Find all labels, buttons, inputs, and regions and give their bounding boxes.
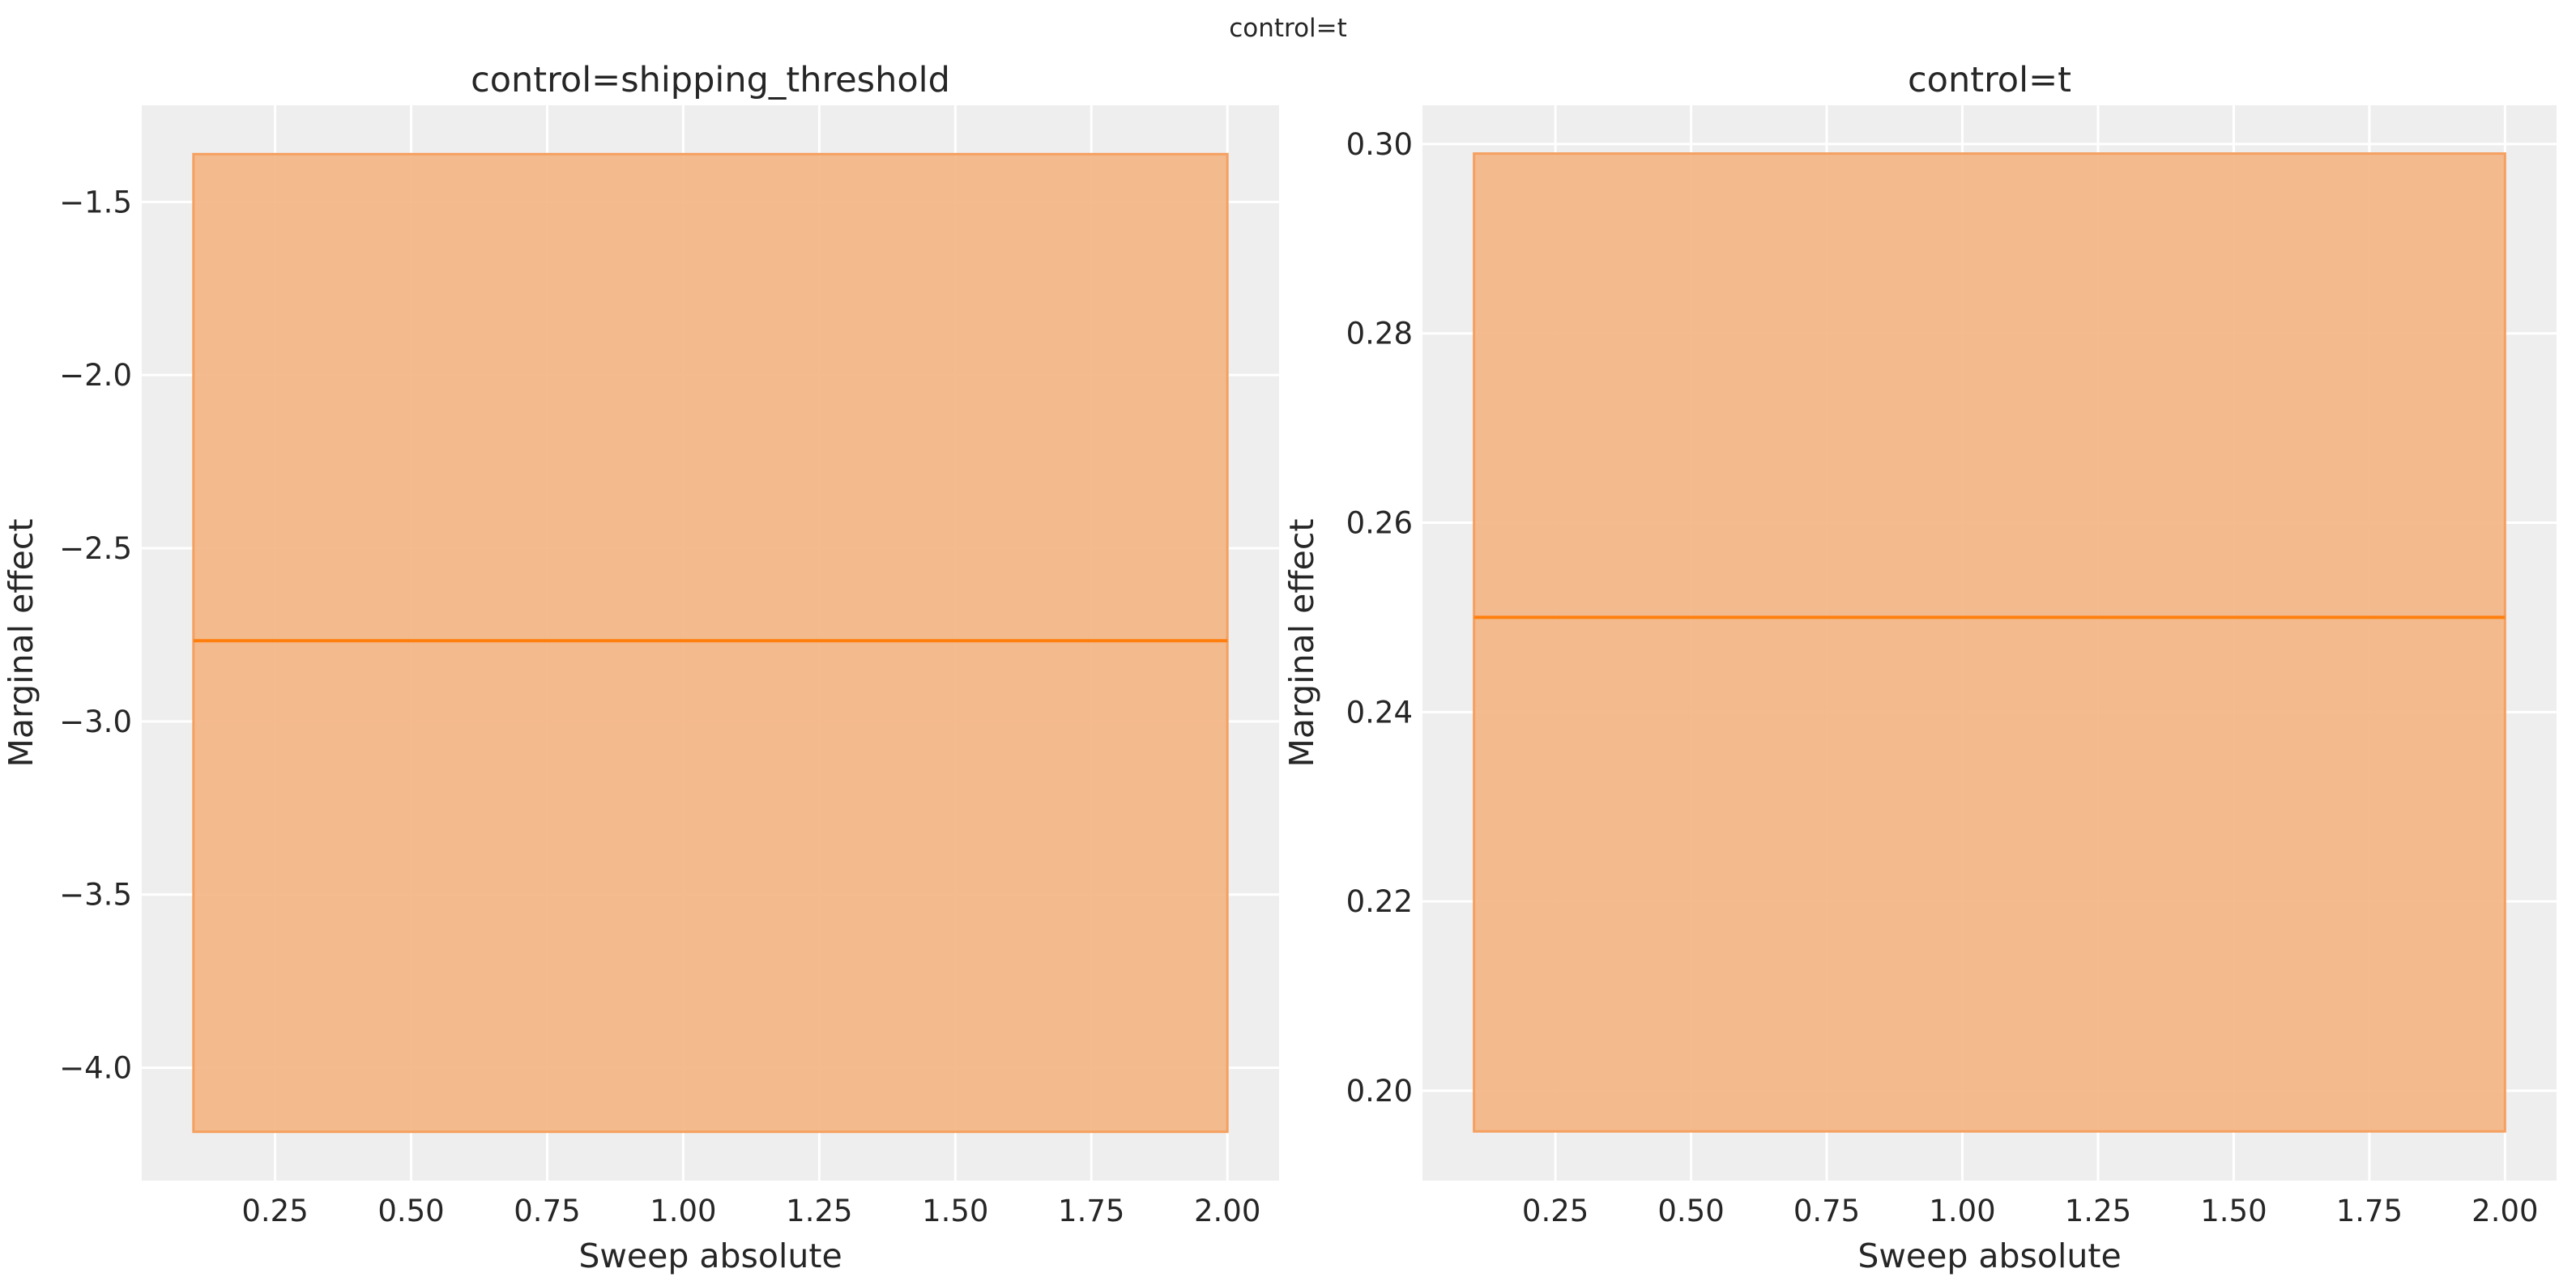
- x-tick-label: 1.00: [1929, 1194, 1995, 1228]
- x-tick-label: 1.50: [922, 1194, 988, 1228]
- x-tick-label: 0.25: [241, 1194, 308, 1228]
- credible-band: [1473, 152, 2506, 1133]
- x-tick-label: 1.75: [1058, 1194, 1124, 1228]
- y-tick-label: −1.5: [59, 185, 132, 219]
- subplot-2: 0.25 0.50 0.75 1.00 1.25 1.50 1.75 2.00 0.20 0.22…: [1282, 60, 2557, 1275]
- subplot-1: 0.25 0.50 0.75 1.00 1.25 1.50 1.75 2.00 −4.0 −3.5…: [2, 60, 1279, 1275]
- x-tick-label: 0.75: [514, 1194, 580, 1228]
- y-axis-label: Marginal effect: [1282, 519, 1321, 768]
- subplot-title: control=shipping_threshold: [471, 60, 950, 100]
- y-tick-label: −4.0: [59, 1051, 132, 1086]
- x-axis-label: Sweep absolute: [578, 1237, 842, 1275]
- x-tick-label: 1.75: [2336, 1194, 2403, 1228]
- y-axis-label: Marginal effect: [2, 519, 41, 768]
- y-tick-label: 0.26: [1346, 506, 1413, 541]
- y-tick-label: −3.5: [59, 878, 132, 913]
- x-tick-label: 1.00: [650, 1194, 716, 1228]
- y-tick-label: 0.30: [1346, 127, 1413, 162]
- x-tick-label: 1.25: [786, 1194, 852, 1228]
- subplot-title: control=t: [1908, 60, 2071, 100]
- y-tick-label: −3.0: [59, 704, 132, 739]
- y-tick-label: 0.20: [1346, 1074, 1413, 1109]
- y-tick-label: 0.24: [1346, 695, 1413, 730]
- x-tick-label: 1.25: [2065, 1194, 2131, 1228]
- y-tick-label: −2.5: [59, 531, 132, 566]
- x-tick-label: 0.50: [1657, 1194, 1724, 1228]
- y-tick-label: −2.0: [59, 358, 132, 393]
- y-tick-label: 0.22: [1346, 884, 1413, 919]
- x-axis-label: Sweep absolute: [1857, 1237, 2121, 1275]
- x-tick-label: 0.50: [377, 1194, 444, 1228]
- x-tick-label: 0.25: [1522, 1194, 1589, 1228]
- x-tick-label: 2.00: [1194, 1194, 1260, 1228]
- suptitle: control=t: [1229, 14, 1347, 43]
- x-tick-label: 1.50: [2200, 1194, 2267, 1228]
- x-tick-label: 0.75: [1793, 1194, 1860, 1228]
- x-tick-label: 2.00: [2472, 1194, 2538, 1228]
- credible-band: [192, 152, 1229, 1134]
- y-tick-label: 0.28: [1346, 317, 1413, 351]
